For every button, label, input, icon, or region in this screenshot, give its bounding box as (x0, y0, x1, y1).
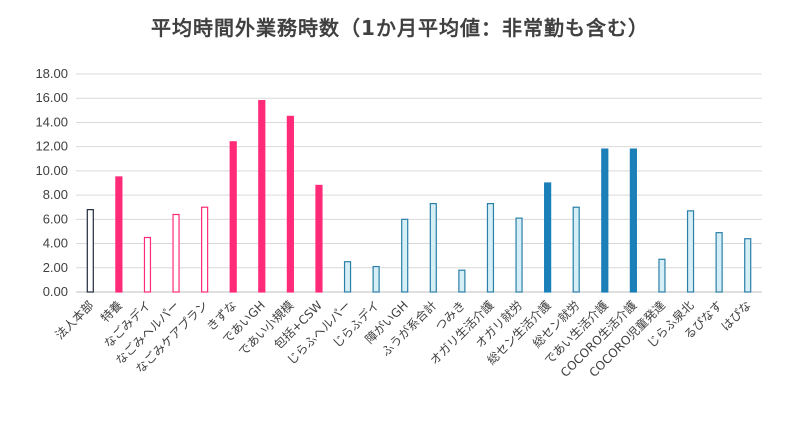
bar (515, 217, 523, 293)
bar (686, 210, 695, 293)
bar (601, 148, 609, 293)
y-tick-label: 6.00 (43, 211, 68, 226)
y-tick-label: 8.00 (43, 187, 68, 202)
y-tick-label: 12.00 (35, 139, 68, 154)
y-tick-label: 4.00 (43, 236, 68, 251)
bar (172, 213, 180, 293)
bar (115, 176, 123, 293)
bar (315, 184, 323, 293)
bar (143, 236, 152, 293)
bar (429, 202, 437, 293)
bar (372, 265, 380, 293)
bar (401, 218, 409, 293)
bar (343, 261, 352, 293)
bar (715, 232, 723, 293)
bar (86, 209, 94, 293)
bar (629, 148, 637, 293)
bar (572, 206, 580, 293)
y-tick-label: 2.00 (43, 260, 68, 275)
y-tick-label: 16.00 (35, 90, 68, 105)
x-tick-label: 法人本部 (52, 298, 97, 343)
bar (658, 258, 666, 293)
y-tick-label: 10.00 (35, 163, 68, 178)
x-tick-label: はぴな (718, 298, 753, 333)
y-tick-label: 14.00 (35, 114, 68, 129)
bar (258, 100, 266, 293)
chart-title: 平均時間外業務時数（1か月平均値：非常勤も含む） (151, 16, 649, 40)
bar (229, 141, 237, 293)
bar (744, 238, 752, 293)
bar (286, 115, 294, 293)
bar (544, 182, 552, 293)
bar (458, 269, 466, 293)
bar (201, 206, 209, 293)
bar (486, 202, 495, 293)
y-tick-label: 0.00 (43, 284, 68, 299)
y-tick-label: 18.00 (35, 66, 68, 81)
